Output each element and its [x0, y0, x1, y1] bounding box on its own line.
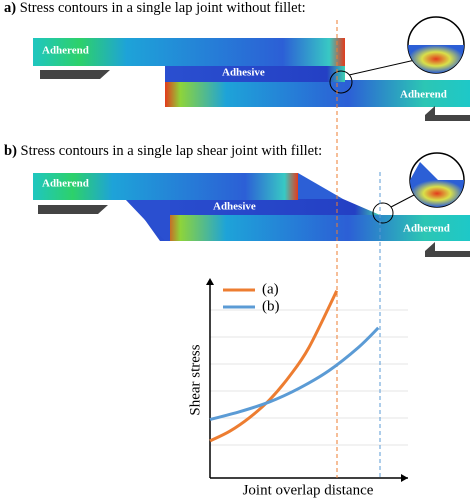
adhesive-label: Adhesive — [213, 201, 256, 213]
grid — [210, 309, 408, 446]
adhesive — [130, 199, 380, 241]
top-adherend — [33, 38, 345, 66]
bottom-adherend — [165, 80, 470, 107]
zoom-spot — [372, 202, 394, 224]
zoom-spot — [329, 70, 353, 94]
panel-label: b) — [4, 143, 17, 159]
zoom-leader — [390, 194, 415, 208]
zoom-leader — [348, 59, 416, 76]
axis-arrow — [401, 474, 408, 482]
series-line — [209, 326, 380, 421]
adhesive-label: Adhesive — [222, 67, 265, 79]
panel-title: b) Stress contours in a single lap shear… — [4, 143, 322, 159]
zoom-contour — [410, 180, 464, 207]
adherend-label: Adherend — [400, 89, 447, 101]
adherend-label: Adherend — [42, 45, 89, 57]
panel-label: a) — [4, 0, 16, 16]
zoom-contour — [408, 45, 464, 73]
top-adherend — [33, 173, 298, 200]
force-arrow — [425, 106, 470, 121]
zoom-contour — [410, 162, 438, 180]
adherend-label: Adherend — [42, 178, 89, 190]
legend-label: (a) — [262, 281, 279, 297]
series-line — [209, 290, 339, 443]
legend-label: (b) — [262, 298, 280, 314]
adhesive — [165, 63, 345, 82]
adherend-label: Adherend — [403, 223, 450, 235]
fillet — [298, 173, 343, 199]
x-axis-label: Joint overlap distance — [243, 482, 374, 498]
y-axis-label: Shear stress — [187, 344, 203, 415]
panel-title-text: Stress contours in a single lap joint wi… — [20, 0, 306, 16]
force-arrow — [38, 205, 108, 214]
force-arrow — [425, 242, 470, 257]
panel-title: a) Stress contours in a single lap joint… — [4, 0, 306, 16]
fillet — [125, 199, 170, 241]
bottom-adherend — [165, 215, 470, 241]
panel-title-text: Stress contours in a single lap shear jo… — [21, 143, 323, 159]
axis-arrow — [206, 278, 214, 285]
force-arrow — [40, 70, 110, 79]
